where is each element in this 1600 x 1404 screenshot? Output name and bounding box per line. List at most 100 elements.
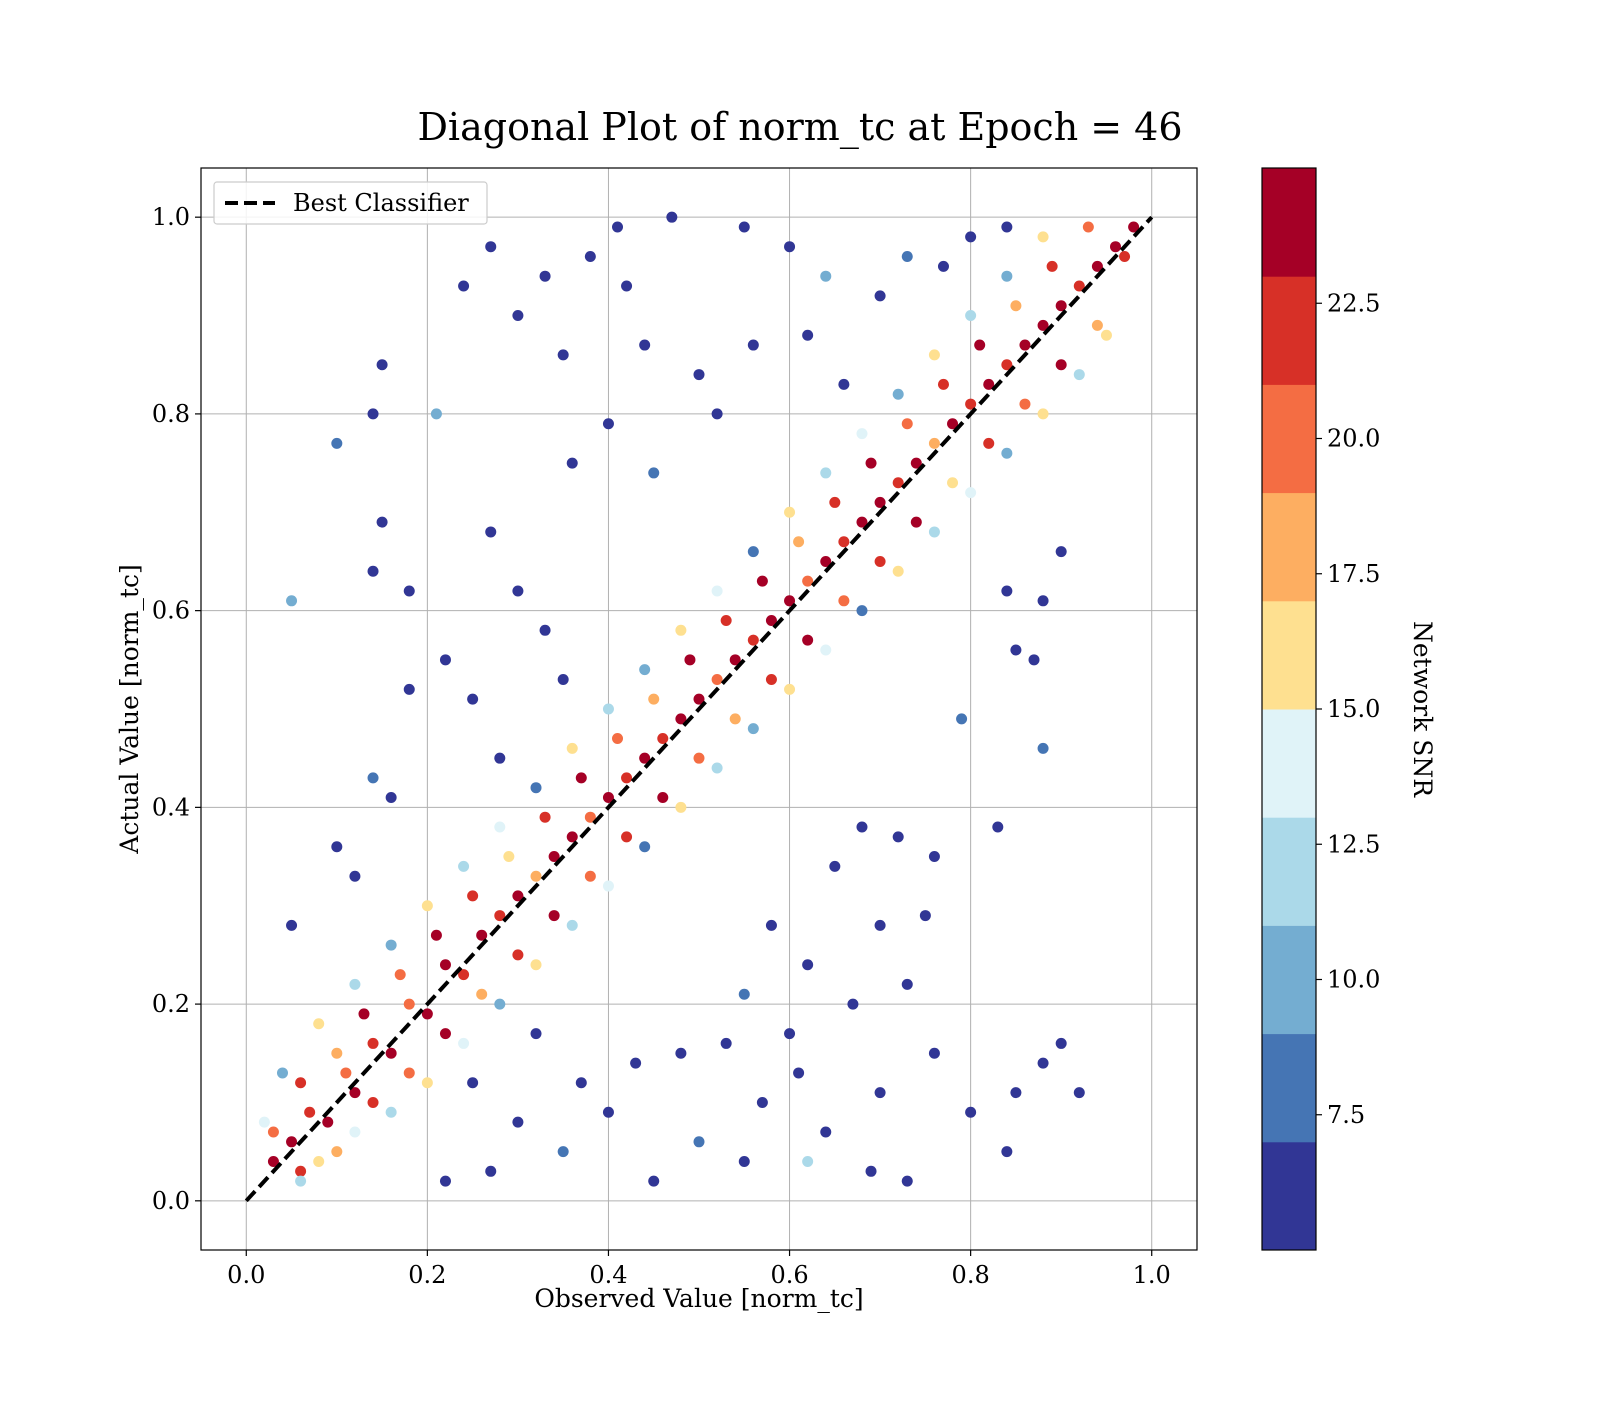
scatter-point [367,1096,379,1108]
scatter-point [584,870,596,882]
scatter-point [1037,1057,1049,1069]
scatter-point [937,260,949,272]
scatter-point [983,437,995,449]
scatter-point [621,831,633,843]
scatter-point [1091,260,1103,272]
scatter-point [1073,369,1085,381]
scatter-point [784,595,796,607]
scatter-point [747,634,759,646]
scatter-point [1055,546,1067,558]
scatter-point [648,467,660,479]
scatter-point [1010,300,1022,312]
scatter-point [793,1067,805,1079]
scatter-point [430,929,442,941]
scatter-point [467,890,479,902]
scatter-point [793,536,805,548]
scatter-point [512,890,524,902]
scatter-point [910,457,922,469]
scatter-point [747,339,759,351]
scatter-point [1001,585,1013,597]
scatter-point [983,378,995,390]
scatter-point [476,929,488,941]
scatter-point [1010,644,1022,656]
scatter-point [385,1047,397,1059]
scatter-point [666,211,678,223]
scatter-point [947,477,959,489]
scatter-point [1001,447,1013,459]
scatter-point [349,978,361,990]
scatter-point [512,949,524,961]
scatter-point [367,408,379,420]
scatter-point [376,516,388,528]
scatter-point [901,251,913,263]
scatter-point [331,841,343,853]
scatter-point [965,231,977,243]
scatter-point [901,1175,913,1187]
scatter-point [784,506,796,518]
scatter-point [295,1175,307,1187]
scatter-point [331,437,343,449]
scatter-point [385,939,397,951]
scatter-point [802,959,814,971]
scatter-point [1037,742,1049,754]
scatter-point [421,1077,433,1089]
scatter-point [1073,280,1085,292]
scatter-point [693,369,705,381]
colorbar-segment [1262,168,1316,277]
scatter-point [1110,241,1122,253]
scatter-point [1082,221,1094,233]
scatter-point [738,221,750,233]
scatter-point [802,329,814,341]
y-tick-label: 0.8 [152,400,190,428]
colorbar-tick-label: 22.5 [1327,289,1380,317]
scatter-point [1119,251,1131,263]
colorbar-segment [1262,492,1316,602]
scatter-point [820,644,832,656]
colorbar-tick-label: 12.5 [1327,830,1380,858]
scatter-point [756,575,768,587]
scatter-point [928,526,940,538]
scatter-point [485,241,497,253]
scatter-point [820,270,832,282]
colorbar-segment [1262,384,1316,494]
scatter-point [693,1136,705,1148]
scatter-point [385,1106,397,1118]
scatter-point [512,585,524,597]
scatter-point [901,418,913,430]
scatter-point [865,457,877,469]
scatter-point [720,1037,732,1049]
scatter-point [928,851,940,863]
scatter-point [557,1146,569,1158]
scatter-point [856,605,868,617]
scatter-point [729,654,741,666]
colorbar-segment [1262,709,1316,818]
scatter-point [910,516,922,528]
scatter-point [747,546,759,558]
scatter-point [322,1116,334,1128]
scatter-point [648,1175,660,1187]
scatter-point [965,398,977,410]
scatter-point [258,1116,270,1128]
scatter-point [711,408,723,420]
scatter-point [1037,319,1049,331]
scatter-point [385,792,397,804]
scatter-point [639,664,651,676]
axis-ticks: 0.0 0.2 0.4 0.6 0.8 1.0 0.0 0.2 0.4 0.6 0.8 1.0 [152,203,1171,1289]
x-axis-label: Observed Value [norm_tc] [534,1284,863,1313]
y-tick-label: 0.4 [152,793,190,821]
scatter-point [403,683,415,695]
y-tick-label: 0.6 [152,597,190,625]
scatter-point [430,408,442,420]
scatter-point [376,359,388,371]
scatter-point [874,555,886,567]
scatter-point [711,585,723,597]
scatter-point [820,467,832,479]
scatter-points [258,211,1140,1187]
scatter-point [1037,595,1049,607]
scatter-point [1100,329,1112,341]
scatter-point [1055,359,1067,371]
scatter-point [267,1155,279,1167]
scatter-point [711,673,723,685]
scatter-point [1001,1146,1013,1158]
scatter-point [358,1008,370,1020]
